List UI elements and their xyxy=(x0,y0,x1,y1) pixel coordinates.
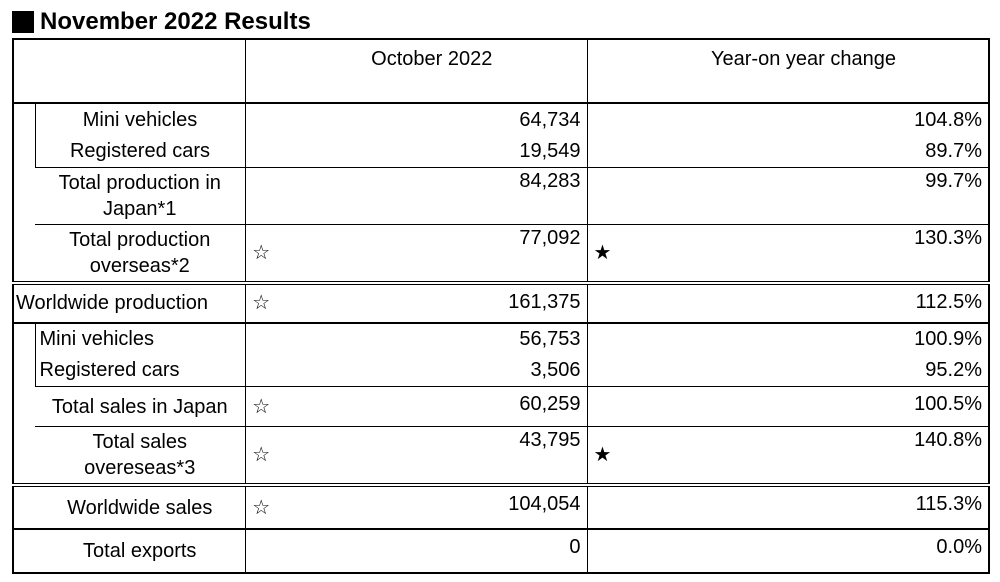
yoy-cell: 130.3% xyxy=(619,224,989,283)
yoy-cell: 89.7% xyxy=(619,135,989,167)
row-label: Mini vehicles xyxy=(35,103,245,135)
star-open-icon: ☆ xyxy=(245,485,277,529)
results-table: October 2022 Year-on year change Mini ve… xyxy=(12,38,990,574)
yoy-cell: 0.0% xyxy=(619,529,989,573)
row-total-production-japan: Total production in Japan*1 84,283 99.7% xyxy=(13,167,989,224)
row-label: Mini vehicles xyxy=(35,323,245,355)
row-label: Worldwide production xyxy=(13,283,245,323)
value-cell: 104,054 xyxy=(277,485,587,529)
yoy-cell: 112.5% xyxy=(619,283,989,323)
row-label: Total sales in Japan xyxy=(35,387,245,427)
value-cell: 77,092 xyxy=(277,224,587,283)
row-total-sales-japan: Total sales in Japan ☆ 60,259 100.5% xyxy=(13,387,989,427)
star-solid-icon: ★ xyxy=(587,427,619,486)
yoy-cell: 99.7% xyxy=(619,167,989,224)
star-solid-icon: ★ xyxy=(587,224,619,283)
star-cell xyxy=(587,103,619,135)
yoy-cell: 115.3% xyxy=(619,485,989,529)
star-cell xyxy=(245,103,277,135)
row-total-production-overseas: Total production overseas*2 ☆ 77,092 ★ 1… xyxy=(13,224,989,283)
star-open-icon: ☆ xyxy=(245,387,277,427)
value-cell: 19,549 xyxy=(277,135,587,167)
row-registered-cars-1: Registered cars 19,549 89.7% xyxy=(13,135,989,167)
row-worldwide-sales: Worldwide sales ☆ 104,054 115.3% xyxy=(13,485,989,529)
value-cell: 161,375 xyxy=(277,283,587,323)
col-header-yoy: Year-on year change xyxy=(619,39,989,103)
title-marker xyxy=(12,11,34,33)
row-label: Total production overseas*2 xyxy=(35,224,245,283)
star-open-icon: ☆ xyxy=(245,427,277,486)
star-open-icon: ☆ xyxy=(245,283,277,323)
row-mini-vehicles-2: Mini vehicles 56,753 100.9% xyxy=(13,323,989,355)
row-worldwide-production: Worldwide production ☆ 161,375 112.5% xyxy=(13,283,989,323)
yoy-cell: 100.5% xyxy=(619,387,989,427)
table-header-row: October 2022 Year-on year change xyxy=(13,39,989,103)
report-title: November 2022 Results xyxy=(40,8,311,36)
row-label: Total sales overeseas*3 xyxy=(35,427,245,486)
yoy-cell: 95.2% xyxy=(619,355,989,387)
report-title-row: November 2022 Results xyxy=(12,8,988,36)
row-label: Total exports xyxy=(35,529,245,573)
yoy-cell: 104.8% xyxy=(619,103,989,135)
value-cell: 84,283 xyxy=(277,167,587,224)
row-label: Total production in Japan*1 xyxy=(35,167,245,224)
value-cell: 0 xyxy=(277,529,587,573)
value-cell: 56,753 xyxy=(277,323,587,355)
row-total-sales-overseas: Total sales overeseas*3 ☆ 43,795 ★ 140.8… xyxy=(13,427,989,486)
yoy-cell: 140.8% xyxy=(619,427,989,486)
value-cell: 60,259 xyxy=(277,387,587,427)
yoy-cell: 100.9% xyxy=(619,323,989,355)
row-registered-cars-2: Registered cars 3,506 95.2% xyxy=(13,355,989,387)
row-label: Registered cars xyxy=(35,355,245,387)
row-label: Registered cars xyxy=(35,135,245,167)
row-mini-vehicles-1: Mini vehicles 64,734 104.8% xyxy=(13,103,989,135)
value-cell: 64,734 xyxy=(277,103,587,135)
col-header-value: October 2022 xyxy=(277,39,587,103)
row-label: Worldwide sales xyxy=(35,485,245,529)
star-open-icon: ☆ xyxy=(245,224,277,283)
value-cell: 43,795 xyxy=(277,427,587,486)
row-total-exports: Total exports 0 0.0% xyxy=(13,529,989,573)
value-cell: 3,506 xyxy=(277,355,587,387)
